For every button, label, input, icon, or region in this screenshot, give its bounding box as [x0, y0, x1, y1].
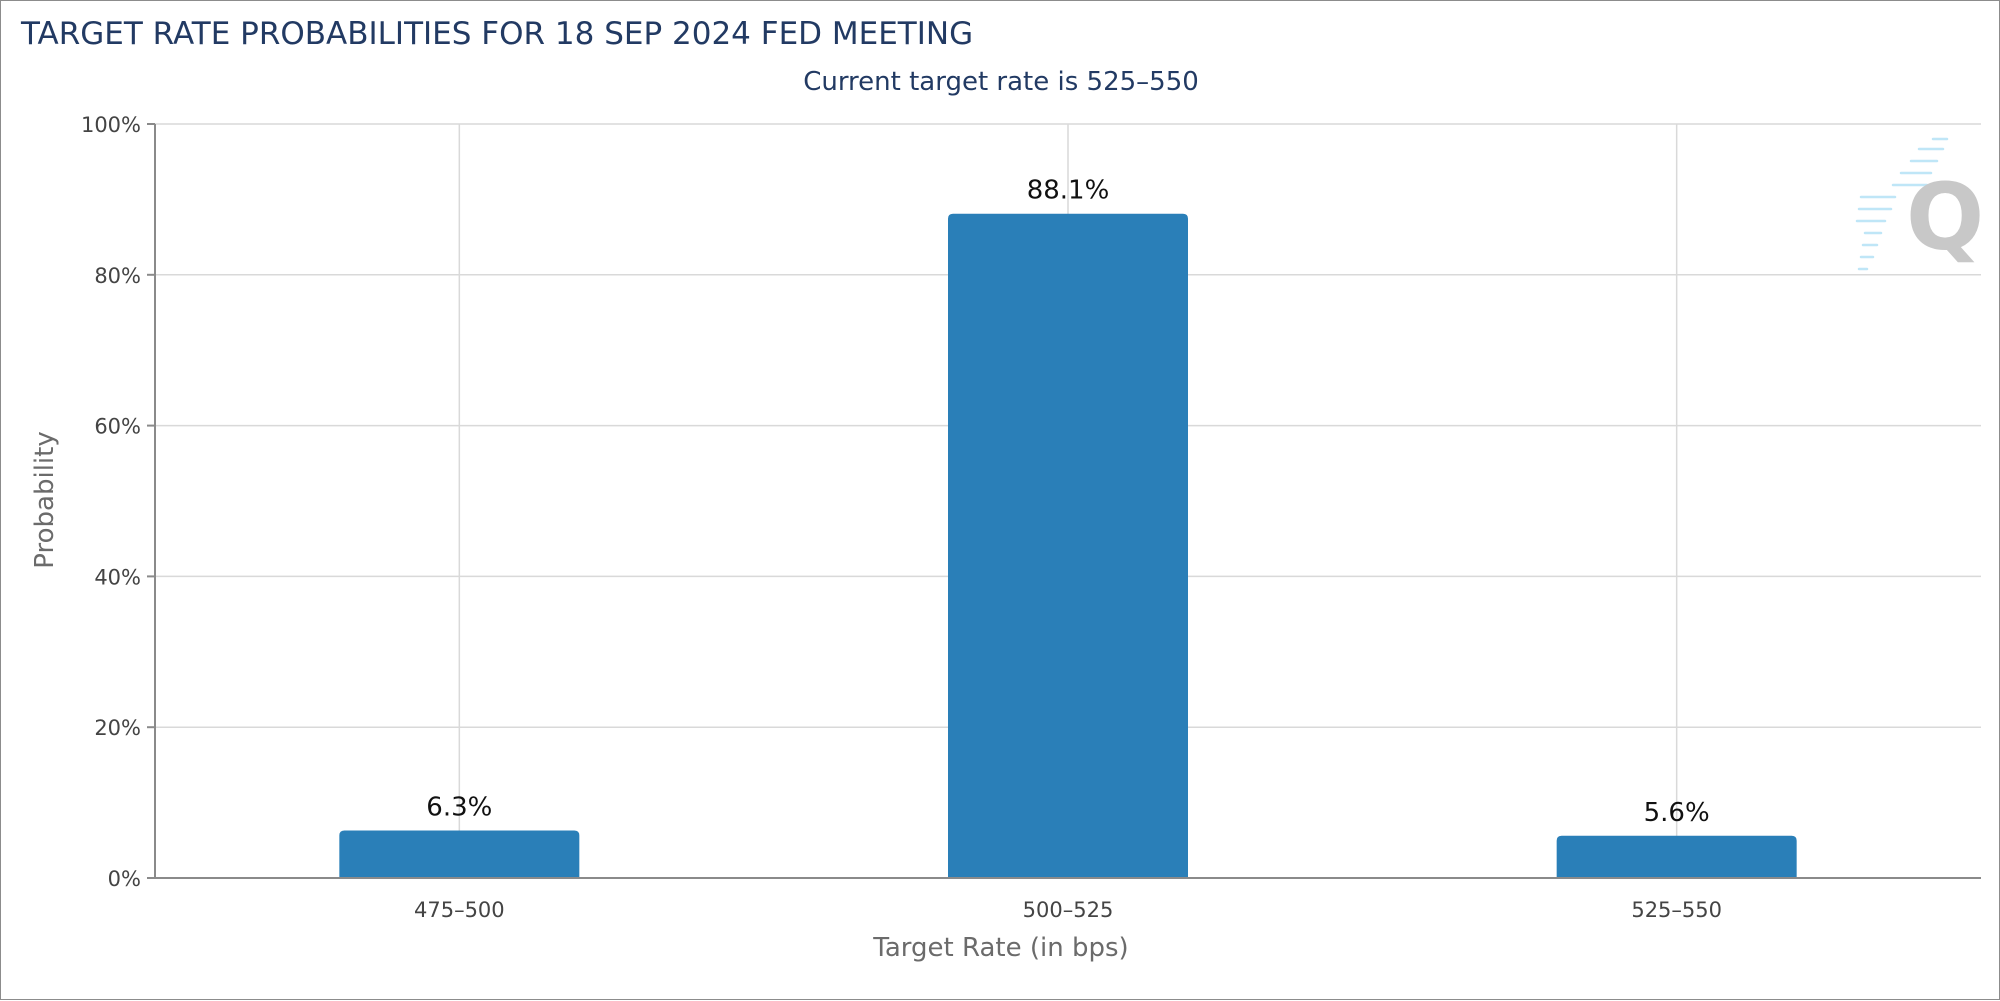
- bar-475–500: [339, 830, 580, 878]
- labels: 0% 20% 40% 60% 80% 100% 6.3% 475–500 88.1% 500–52…: [81, 113, 1722, 922]
- y-tick-label: 20%: [94, 716, 141, 740]
- y-tick-label: 60%: [94, 415, 141, 439]
- chart-title: TARGET RATE PROBABILITIES FOR 18 SEP 202…: [20, 16, 973, 52]
- x-tick-label: 475–500: [414, 898, 505, 922]
- bars: [339, 213, 1797, 878]
- axes: [147, 123, 1981, 879]
- y-tick-label: 0%: [108, 867, 141, 891]
- bar-525–550: [1556, 835, 1797, 878]
- y-tick-label: 80%: [94, 264, 141, 288]
- data-label: 5.6%: [1644, 798, 1710, 828]
- x-tick-label: 525–550: [1631, 898, 1722, 922]
- x-axis-title: Target Rate (in bps): [872, 933, 1128, 963]
- y-axis-title: Probability: [30, 431, 60, 568]
- data-label: 6.3%: [426, 792, 492, 822]
- x-tick-label: 500–525: [1023, 898, 1114, 922]
- svg-text:Q: Q: [1906, 164, 1984, 271]
- y-tick-label: 40%: [94, 565, 141, 589]
- data-label: 88.1%: [1027, 176, 1110, 206]
- y-tick-label: 100%: [81, 113, 141, 137]
- q-logo-watermark: Q: [1855, 137, 1984, 271]
- bar-500–525: [948, 213, 1188, 878]
- chart-subtitle: Current target rate is 525–550: [803, 67, 1199, 97]
